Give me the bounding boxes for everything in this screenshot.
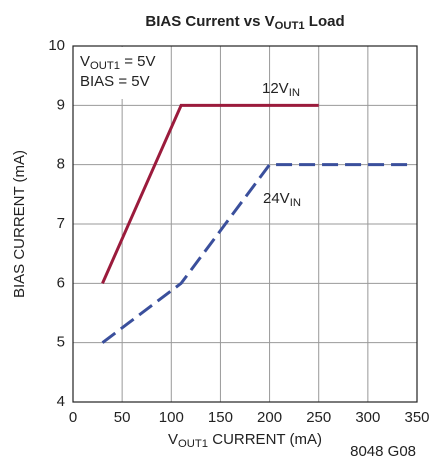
condition-text: BIAS = 5V [80,73,150,90]
x-axis-label: VOUT1 CURRENT (mA) [168,431,322,450]
x-axis-label-part: CURRENT (mA) [208,431,322,448]
condition-text-part: = 5V [120,53,155,70]
series-label-part: IN [289,87,300,99]
y-tick-label: 4 [57,393,65,410]
y-tick-label: 9 [57,96,65,113]
plot-frame [72,45,418,403]
series-label: 12VIN [262,80,300,99]
series-label-part: IN [290,197,301,209]
chart-title-part: Load [305,13,345,30]
x-tick-label: 250 [306,409,331,426]
footnote: 8048 G08 [350,443,416,460]
x-tick-label: 50 [114,409,131,426]
y-axis-label: BIAS CURRENT (mA) [11,150,28,298]
series-line [101,163,413,344]
series-label: 24VIN [263,190,301,209]
series-label-part: 24V [263,190,290,207]
x-tick-label: 200 [257,409,282,426]
y-tick-label: 6 [57,274,65,291]
x-tick-label: 300 [355,409,380,426]
series-line [101,103,319,284]
chart-title: BIAS Current vs VOUT1 Load [145,13,344,32]
chart-title-part: BIAS Current vs V [145,13,274,30]
x-tick-label: 350 [404,409,429,426]
y-tick-label: 8 [57,156,65,173]
condition-text-part: BIAS = 5V [80,73,150,90]
chart-title-part: OUT1 [275,20,305,32]
x-axis-label-part: OUT1 [178,438,208,450]
x-tick-label: 0 [69,409,77,426]
conditions-box [74,47,170,99]
y-tick-label: 10 [48,37,65,54]
series-label-part: 12V [262,80,289,97]
condition-text-part: V [80,53,90,70]
x-tick-label: 150 [208,409,233,426]
x-tick-label: 100 [159,409,184,426]
y-tick-label: 5 [57,334,65,351]
y-tick-label: 7 [57,215,65,232]
x-axis-label-part: V [168,431,178,448]
condition-text-part: OUT1 [90,60,120,72]
condition-text: VOUT1 = 5V [80,53,155,72]
